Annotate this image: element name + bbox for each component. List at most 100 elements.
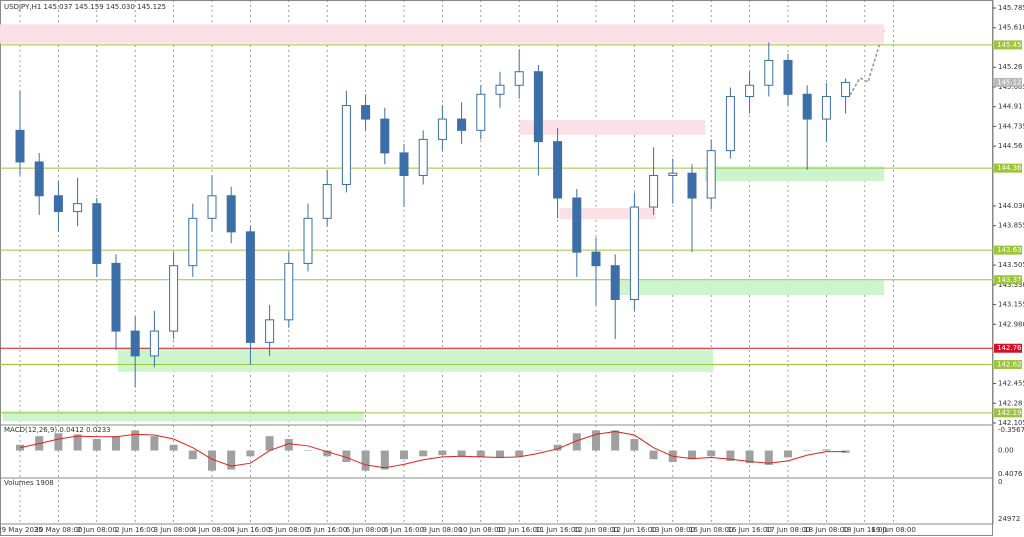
macd-bar xyxy=(457,450,466,457)
x-tick-label: 3 Jun 08:00 xyxy=(154,526,194,534)
y-tick-label: -0.3567 xyxy=(998,426,1024,434)
candle-body xyxy=(725,96,735,152)
x-tick-label: 9 Jun 08:00 xyxy=(422,526,462,534)
y-tick-label: 142.28 xyxy=(998,399,1023,407)
y-tick-label: 145.785 xyxy=(998,4,1024,12)
macd-bar xyxy=(380,450,389,470)
y-tick-label: 144.56 xyxy=(998,142,1023,150)
macd-bar xyxy=(265,436,274,451)
level-label: 144.365 xyxy=(997,164,1024,172)
candle-body xyxy=(437,118,447,140)
x-tick-label: 11 Jun 16:00 xyxy=(535,526,579,534)
candle-body xyxy=(130,330,140,357)
candle-body xyxy=(265,319,275,343)
x-tick-label: 5 Jun 08:00 xyxy=(269,526,309,534)
x-tick-label: 29 May 2025 xyxy=(0,526,43,534)
candle-body xyxy=(572,197,582,253)
candle-body xyxy=(245,231,255,343)
candle-body xyxy=(668,172,678,176)
y-tick-label: 143.855 xyxy=(998,222,1024,230)
y-tick-label: 144.735 xyxy=(998,122,1024,130)
macd-bar xyxy=(534,450,543,452)
macd-bar xyxy=(188,450,197,460)
level-label: 143.375 xyxy=(997,276,1024,284)
level-label-bg xyxy=(994,77,1022,87)
candle-body xyxy=(764,59,774,86)
level-label-bg xyxy=(994,343,1022,353)
candle-body xyxy=(533,71,543,143)
candle-body xyxy=(610,265,620,301)
macd-bar xyxy=(419,450,428,457)
macd-bar xyxy=(553,444,562,451)
x-tick-label: 10 Jun 08:00 xyxy=(459,526,503,534)
macd-bar xyxy=(227,450,236,470)
candle-body xyxy=(226,195,236,233)
x-tick-label: 4 Jun 16:00 xyxy=(230,526,270,534)
candle-body xyxy=(457,118,467,131)
macd-bar xyxy=(726,450,735,461)
macd-bar xyxy=(54,433,63,451)
candle-body xyxy=(149,330,159,357)
x-tick-label: 2 Jun 08:00 xyxy=(77,526,117,534)
macd-bar xyxy=(400,450,408,460)
chart-title: USDJPY,H1 145.037 145.159 145.030 145.12… xyxy=(4,3,166,11)
macd-bar xyxy=(707,450,716,457)
level-label-bg xyxy=(994,408,1022,418)
zone xyxy=(611,280,884,296)
zone xyxy=(559,208,656,220)
level-label: 142.195 xyxy=(997,409,1024,417)
panel-title: Volumes 1908 xyxy=(4,479,54,487)
candle-body xyxy=(553,141,563,199)
level-label-bg xyxy=(994,245,1022,255)
macd-bar xyxy=(112,436,120,451)
level-label-bg xyxy=(994,359,1022,369)
macd-bar xyxy=(342,450,351,463)
level-label: 145.125 xyxy=(997,78,1024,86)
macd-bar xyxy=(131,430,140,451)
y-tick-label: 145.085 xyxy=(998,83,1024,91)
macd-bar xyxy=(208,450,216,471)
macd-bar xyxy=(630,439,639,451)
candle-body xyxy=(322,183,332,219)
macd-bar xyxy=(92,439,101,451)
x-tick-label: 13 Jun 08:00 xyxy=(651,526,695,534)
x-tick-label: 19 Jun 08:00 xyxy=(871,526,915,534)
candle-body xyxy=(476,93,486,131)
x-tick-label: 16 Jun 08:00 xyxy=(689,526,733,534)
zone xyxy=(0,24,885,44)
y-tick-label: 142.105 xyxy=(998,419,1024,427)
zone xyxy=(519,120,706,135)
candle-body xyxy=(649,174,659,208)
macd-bar xyxy=(515,450,524,457)
y-tick-label: 143.505 xyxy=(998,261,1024,269)
candle-body xyxy=(745,84,755,98)
x-tick-label: 16 Jun 16:00 xyxy=(727,526,771,534)
candle-body xyxy=(53,195,63,213)
y-tick-label: 145.26 xyxy=(998,63,1023,71)
x-tick-label: 6 Jun 08:00 xyxy=(346,526,386,534)
macd-bar xyxy=(496,450,504,458)
x-tick-label: 2 Jun 16:00 xyxy=(115,526,155,534)
candle-body xyxy=(495,84,505,95)
candle-body xyxy=(284,262,294,321)
candle-body xyxy=(821,96,831,120)
macd-bar xyxy=(745,450,754,464)
panel-title: MACD(12,26,9) 0.0412 0.0233 xyxy=(4,426,111,434)
candle-body xyxy=(92,203,102,264)
macd-bar xyxy=(150,436,159,451)
level-label: 142.768 xyxy=(997,344,1024,352)
candle-body xyxy=(169,265,179,332)
y-tick-label: 0.4076 xyxy=(998,470,1023,478)
projection xyxy=(849,29,885,96)
candle-body xyxy=(591,251,601,267)
zone xyxy=(117,348,714,372)
level-label: 143.638 xyxy=(997,246,1024,254)
y-tick-label: 144.030 xyxy=(998,202,1024,210)
level-label-bg xyxy=(994,40,1022,50)
macd-bar xyxy=(822,449,831,451)
macd-bar xyxy=(246,450,255,457)
y-tick-label: 145.610 xyxy=(998,24,1024,32)
candle-body xyxy=(341,105,351,185)
candle-body xyxy=(629,206,639,301)
macd-bar xyxy=(476,450,485,458)
